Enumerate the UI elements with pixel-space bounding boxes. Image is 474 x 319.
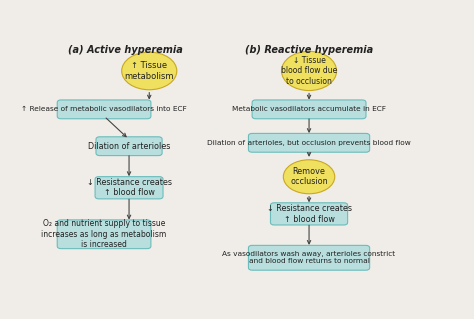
FancyBboxPatch shape (57, 100, 151, 119)
Text: (b) Reactive hyperemia: (b) Reactive hyperemia (245, 45, 373, 55)
Text: Metabolic vasodilators accumulate in ECF: Metabolic vasodilators accumulate in ECF (232, 106, 386, 112)
Ellipse shape (122, 52, 177, 90)
Text: O₂ and nutrient supply to tissue
increases as long as metabolism
is increased: O₂ and nutrient supply to tissue increas… (41, 219, 167, 249)
FancyBboxPatch shape (271, 203, 347, 225)
Text: Dilation of arterioles, but occlusion prevents blood flow: Dilation of arterioles, but occlusion pr… (207, 140, 411, 146)
FancyBboxPatch shape (248, 133, 370, 152)
Text: ↓ Resistance creates
↑ blood flow: ↓ Resistance creates ↑ blood flow (266, 204, 352, 224)
Ellipse shape (283, 160, 335, 194)
FancyBboxPatch shape (95, 177, 163, 199)
FancyBboxPatch shape (96, 137, 162, 156)
Text: ↑ Tissue
metabolism: ↑ Tissue metabolism (125, 61, 174, 81)
Text: ↓ Resistance creates
↑ blood flow: ↓ Resistance creates ↑ blood flow (87, 178, 172, 197)
Text: Remove
occlusion: Remove occlusion (290, 167, 328, 187)
FancyBboxPatch shape (248, 245, 370, 270)
Ellipse shape (282, 51, 337, 91)
Text: As vasodilators wash away, arterioles constrict
and blood flow returns to normal: As vasodilators wash away, arterioles co… (222, 251, 396, 264)
Text: ↑ Release of metabolic vasodilators into ECF: ↑ Release of metabolic vasodilators into… (21, 106, 187, 112)
Text: ↓ Tissue
blood flow due
to occlusion: ↓ Tissue blood flow due to occlusion (281, 56, 337, 86)
FancyBboxPatch shape (57, 220, 151, 249)
FancyBboxPatch shape (252, 100, 366, 119)
Text: (a) Active hyperemia: (a) Active hyperemia (68, 45, 183, 55)
Text: Dilation of arterioles: Dilation of arterioles (88, 142, 170, 151)
